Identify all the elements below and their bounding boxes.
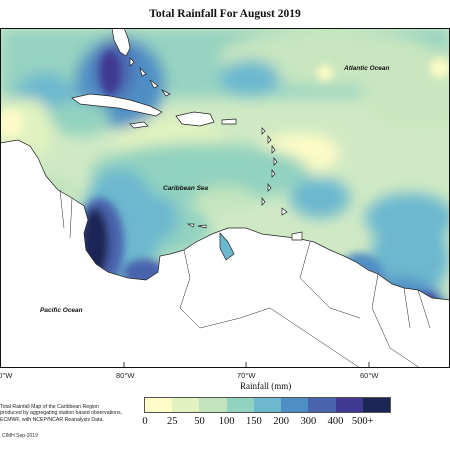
credit: CIMH Sep-2019 xyxy=(2,433,38,439)
legend-swatch xyxy=(172,398,200,412)
longitude-label-90w: 90°W xyxy=(0,371,13,380)
legend-swatch xyxy=(253,398,282,412)
legend-ticks: 0 25 50 100 150 200 300 400 500+ xyxy=(142,416,404,428)
rainfall-legend xyxy=(144,397,391,413)
longitude-ticks xyxy=(0,362,370,368)
legend-swatch xyxy=(281,398,309,412)
map-note: Total Rainfall Map of the Caribbean Regi… xyxy=(0,404,140,423)
legend-label: Rainfall (mm) xyxy=(240,381,292,391)
rainfall-map: Atlantic Ocean Caribbean Sea Pacific Oce… xyxy=(0,28,450,368)
pacific-ocean-label: Pacific Ocean xyxy=(40,307,83,314)
longitude-label-60w: 60°W xyxy=(360,371,379,380)
legend-tick-label: 0 xyxy=(142,416,148,427)
rainfall-field: Atlantic Ocean Caribbean Sea Pacific Oce… xyxy=(0,28,450,368)
note-line: produced by aggregating station based ob… xyxy=(0,410,122,417)
note-line: Total Rainfall Map of the Caribbean Regi… xyxy=(0,404,99,410)
legend-tick-label: 50 xyxy=(194,416,205,427)
country-borders xyxy=(59,189,431,368)
legend-tick-label: 400 xyxy=(327,416,344,427)
legend-swatch xyxy=(362,398,390,412)
legend-tick-label: 300 xyxy=(300,416,317,427)
legend-swatch xyxy=(308,398,336,412)
legend-tick-label: 100 xyxy=(218,416,235,427)
legend-swatch xyxy=(226,398,254,412)
legend-tick-label: 150 xyxy=(246,416,262,427)
caribbean-sea-label: Caribbean Sea xyxy=(163,185,209,192)
map-title: Total Rainfall For August 2019 xyxy=(149,8,301,20)
note-line: ECMWF, with NCEP/NCAR Reanalysis Data. xyxy=(0,416,104,423)
legend-swatch xyxy=(145,398,173,412)
legend-tick-label: 200 xyxy=(273,416,289,427)
longitude-label-70w: 70°W xyxy=(237,371,256,380)
legend-tick-label: 500+ xyxy=(351,416,374,427)
longitude-label-80w: 80°W xyxy=(116,371,135,380)
atlantic-ocean-label: Atlantic Ocean xyxy=(343,65,390,72)
land-masses xyxy=(0,28,450,368)
legend-swatch xyxy=(199,398,227,412)
legend-swatch xyxy=(335,398,363,412)
legend-tick-label: 25 xyxy=(166,416,178,427)
